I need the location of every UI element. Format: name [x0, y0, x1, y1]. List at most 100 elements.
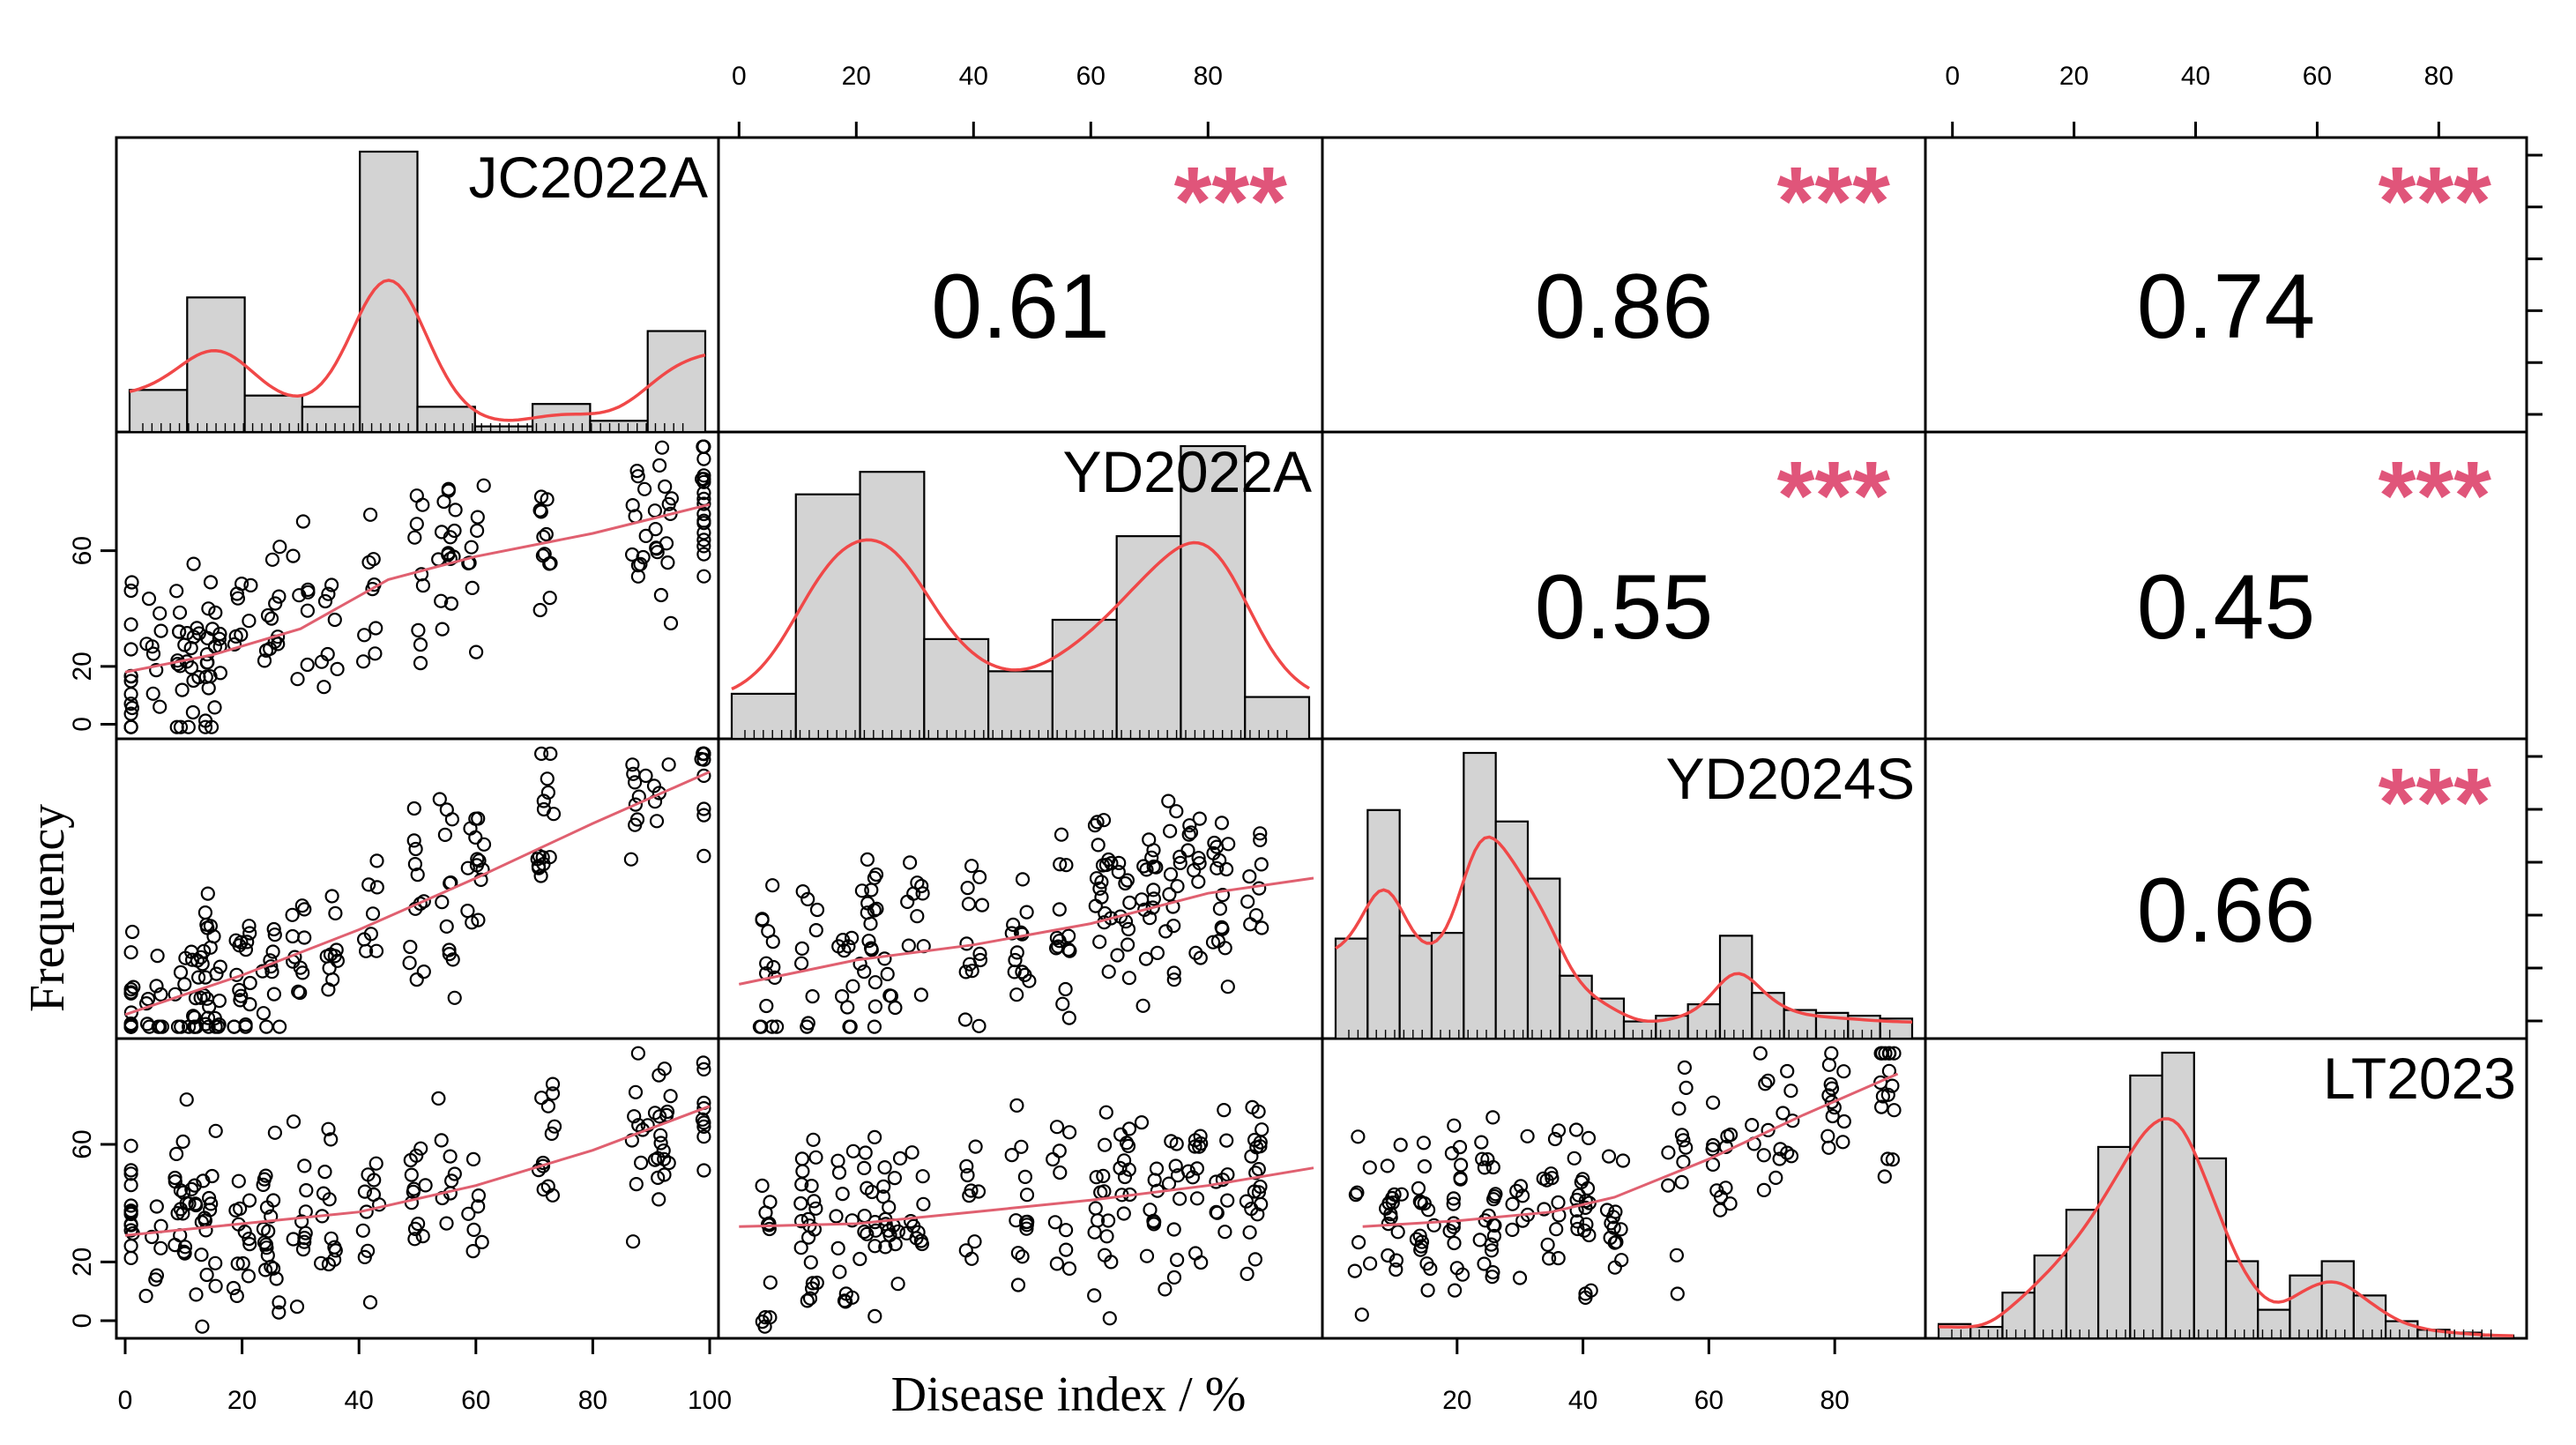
- histogram-bar: [1398, 935, 1433, 1040]
- scatter-point: [845, 979, 860, 994]
- scatter-point: [197, 905, 212, 920]
- scatter-point: [1094, 890, 1109, 905]
- scatter-point: [877, 951, 892, 966]
- scatter-point: [1088, 1201, 1103, 1216]
- scatter-point: [448, 503, 463, 518]
- scatter-point: [199, 1267, 214, 1283]
- scatter-point: [208, 1255, 223, 1270]
- scatter-point: [625, 757, 640, 772]
- density-curve: [1335, 835, 1913, 1024]
- scatter-point: [212, 666, 227, 681]
- scatter-point: [290, 672, 305, 687]
- scatter-point: [168, 1173, 182, 1189]
- scatter-point: [1120, 921, 1136, 937]
- scatter-point: [189, 1287, 204, 1302]
- scatter-point: [256, 1006, 271, 1021]
- scatter-point: [195, 1319, 210, 1334]
- scatter-point: [265, 944, 280, 959]
- scatter-point: [1189, 1191, 1205, 1206]
- scatter-point: [852, 1251, 867, 1267]
- scatter-point: [1061, 1261, 1077, 1277]
- x-tick-label: 20: [2059, 62, 2088, 91]
- scatter-point: [663, 1089, 678, 1104]
- scatter-point: [795, 883, 810, 899]
- scatter-point: [882, 1200, 897, 1215]
- scatter-point: [441, 547, 456, 562]
- scatter-point: [123, 1203, 138, 1218]
- scatter-point: [366, 1187, 381, 1203]
- scatter-point: [1718, 1181, 1733, 1195]
- histogram-bar: [1180, 444, 1247, 741]
- scatter-point: [1453, 1172, 1468, 1187]
- scatter-point: [1138, 951, 1154, 966]
- scatter-point: [123, 1238, 138, 1254]
- scatter-point: [540, 771, 555, 786]
- scatter-point: [177, 1246, 192, 1261]
- scatter-point: [1604, 1216, 1619, 1231]
- scatter-point: [696, 539, 711, 554]
- scatter-point: [242, 614, 257, 629]
- scatter-point: [123, 986, 138, 1001]
- x-tick-label: 40: [1568, 1386, 1597, 1415]
- scatter-point: [831, 1165, 847, 1181]
- histogram-bar: [301, 406, 361, 434]
- scatter-point: [471, 912, 486, 927]
- scatter-point: [1420, 1283, 1435, 1298]
- scatter-point: [1240, 894, 1255, 909]
- scatter-point: [211, 1019, 226, 1034]
- scatter-point: [200, 886, 215, 901]
- scatter-point: [654, 440, 670, 455]
- scatter-point: [1674, 1128, 1690, 1143]
- scatter-point: [1097, 1137, 1113, 1152]
- scatter-point: [629, 1176, 644, 1192]
- scatter-point: [172, 624, 187, 639]
- scatter-point: [1149, 1161, 1165, 1176]
- scatter-point: [1172, 1191, 1187, 1206]
- scatter-point: [1601, 1149, 1617, 1164]
- scatter-point: [535, 850, 550, 865]
- scatter-point: [1182, 818, 1197, 833]
- scatter-point: [1092, 881, 1107, 897]
- scatter-point: [877, 1159, 892, 1175]
- scatter-point: [365, 906, 381, 921]
- scatter-point: [1351, 1234, 1366, 1250]
- scatter-point: [802, 1291, 818, 1306]
- scatter-point: [1390, 1225, 1405, 1240]
- scatter-point: [878, 1240, 893, 1255]
- scatter-point: [149, 1268, 164, 1283]
- scatter-point: [264, 611, 279, 626]
- scatter-point: [264, 1209, 279, 1224]
- scatter-point: [415, 1228, 430, 1244]
- scatter-point: [1576, 1223, 1592, 1238]
- scatter-point: [544, 1126, 559, 1142]
- scatter-point: [123, 1198, 138, 1213]
- scatter-point: [368, 646, 383, 661]
- scatter-point: [327, 612, 342, 628]
- scatter-point: [357, 1249, 372, 1265]
- scatter-point: [1444, 1145, 1460, 1161]
- scatter-point: [242, 1231, 257, 1247]
- scatter-point: [649, 814, 665, 829]
- scatter-point: [892, 1151, 908, 1166]
- y-tick-label: 0: [68, 717, 97, 732]
- scatter-point: [627, 775, 643, 790]
- scatter-point: [1110, 948, 1125, 963]
- correlation-value: 0.66: [2137, 860, 2315, 962]
- scatter-point: [1539, 1173, 1554, 1188]
- scatter-point: [533, 746, 549, 762]
- scatter-point: [145, 646, 161, 661]
- scatter-point: [651, 786, 666, 801]
- scatter-point: [800, 1293, 815, 1308]
- scatter-point: [971, 1184, 986, 1199]
- scatter-point: [229, 1288, 244, 1304]
- scatter-point: [259, 1019, 274, 1034]
- scatter-point: [1348, 1187, 1364, 1203]
- scatter-point: [959, 1158, 974, 1174]
- scatter-point: [793, 1213, 809, 1229]
- scatter-point: [1168, 1158, 1183, 1173]
- x-tick-label: 80: [1820, 1386, 1849, 1415]
- lowess-line: [1362, 1072, 1899, 1228]
- scatter-point: [123, 1250, 138, 1266]
- scatter-point: [1061, 1010, 1076, 1025]
- scatter-point: [474, 1234, 489, 1250]
